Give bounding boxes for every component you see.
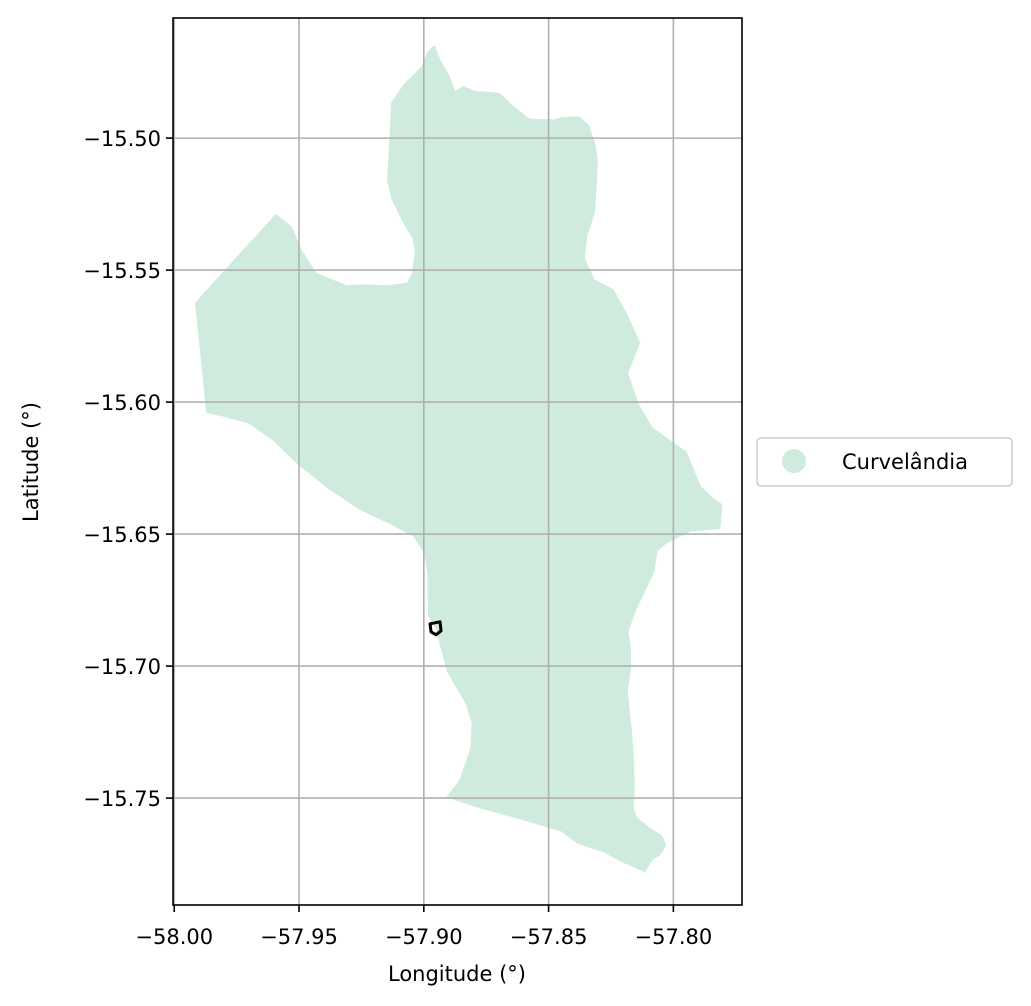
x-tick-label-1: −57.95 <box>260 925 338 949</box>
y-tick-label-5: −15.75 <box>83 787 161 811</box>
x-tick-label-4: −57.80 <box>635 925 713 949</box>
y-tick-label-1: −15.55 <box>83 259 161 283</box>
legend-box <box>756 437 1013 487</box>
x-axis-label: Longitude (°) <box>388 962 526 986</box>
x-tick-label-3: −57.85 <box>510 925 588 949</box>
grid-lines <box>173 18 742 905</box>
legend-swatch-curvelandia <box>782 449 806 473</box>
x-tick-label-2: −57.90 <box>385 925 463 949</box>
y-tick-label-3: −15.65 <box>83 523 161 547</box>
y-tick-label-0: −15.50 <box>83 127 161 151</box>
x-axis-ticks: −58.00 −57.95 −57.90 −57.85 −57.80 <box>135 905 712 949</box>
y-tick-label-2: −15.60 <box>83 391 161 415</box>
locality-marker <box>428 620 443 637</box>
y-axis-ticks: −15.50 −15.55 −15.60 −15.65 −15.70 −15.75 <box>83 127 173 811</box>
legend-label-curvelandia: Curvelândia <box>842 450 968 474</box>
x-tick-label-0: −58.00 <box>135 925 213 949</box>
marker-shape <box>428 620 443 637</box>
y-tick-label-4: −15.70 <box>83 655 161 679</box>
y-axis-label: Latitude (°) <box>19 402 43 522</box>
legend: Curvelândia <box>756 437 1013 487</box>
plot-frame <box>172 17 743 906</box>
